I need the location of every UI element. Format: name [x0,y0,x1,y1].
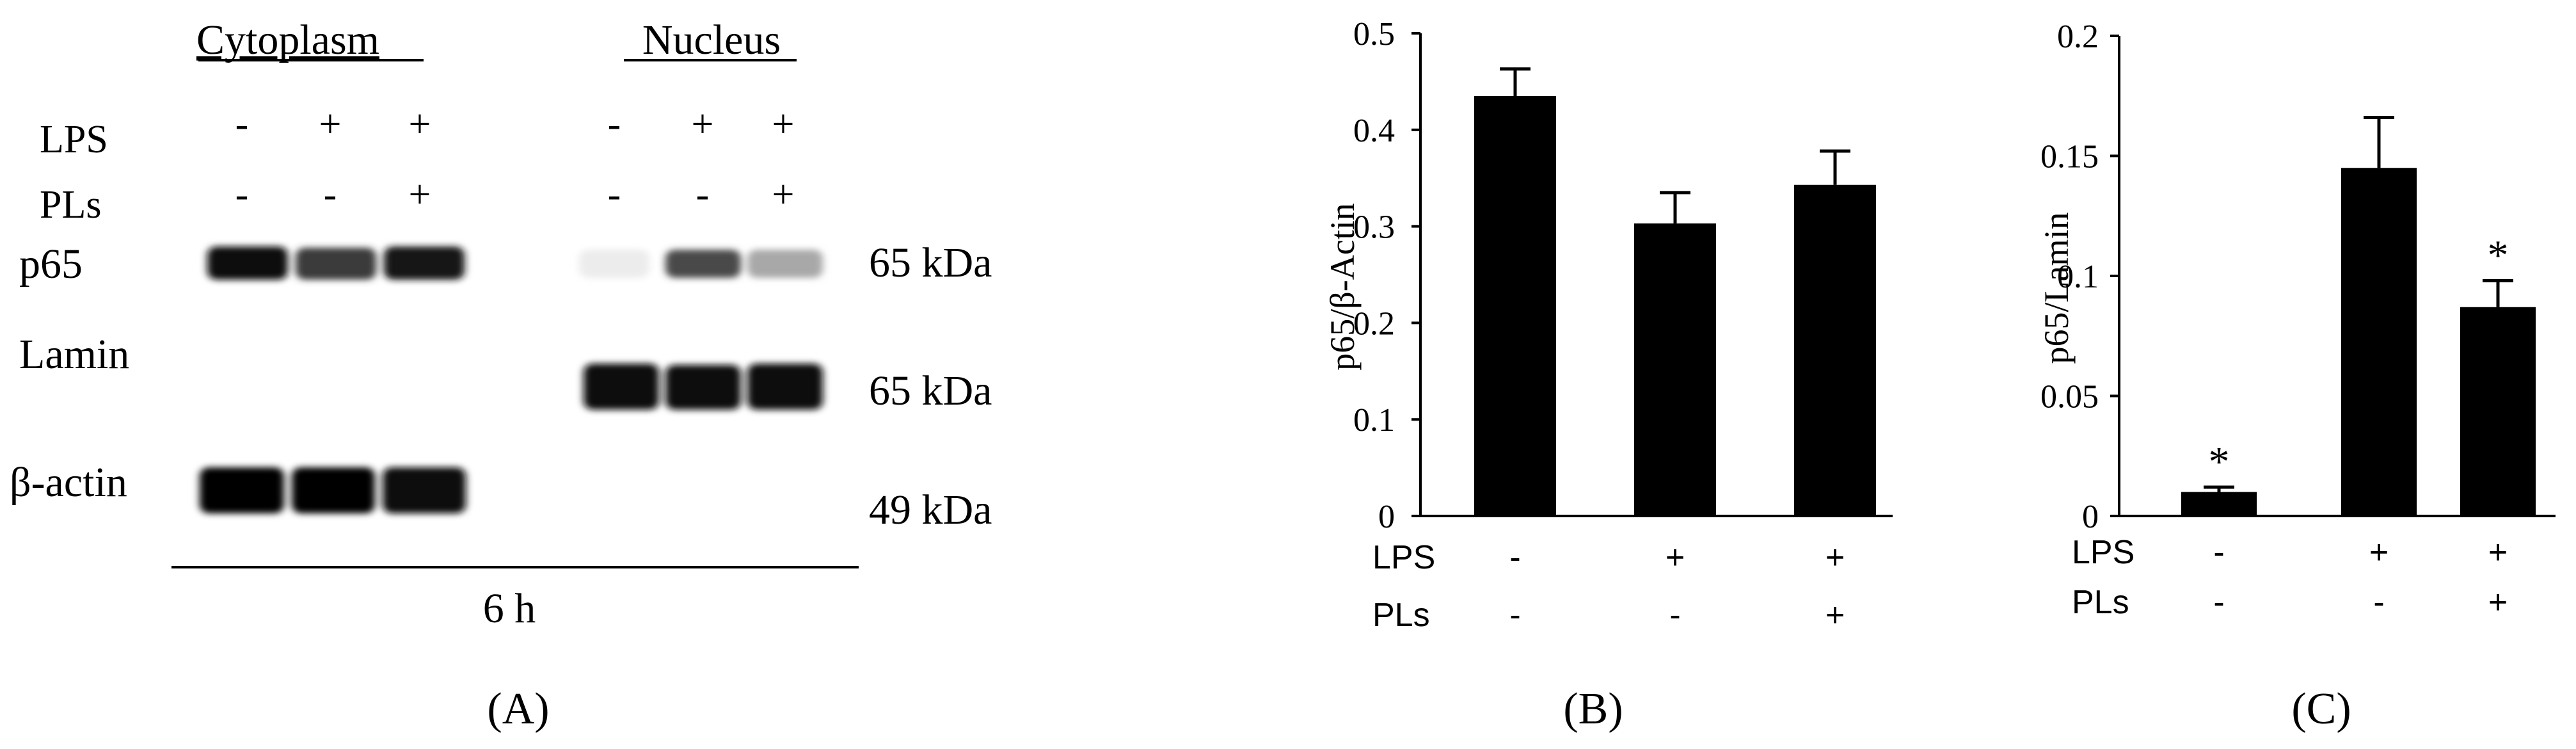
bar-c-2 [2341,168,2417,516]
y-tick-label-b: 0.1 [1353,402,1395,439]
significance-star-c: * [2209,439,2230,485]
pls-sign-nuc-3: + [772,173,795,216]
bar-b-3 [1794,184,1876,517]
header-nucleus: Nucleus [642,17,781,63]
y-tick-label-b: 0.2 [1353,305,1395,342]
y-tick-label-c: 0.15 [2040,139,2099,175]
panel-a-western-blot: Cytoplasm Nucleus LPS PLs p65 Lamin β-ac… [10,17,992,734]
kda-label-p65: 65 kDa [869,239,992,286]
treatment-sign-c: + [2488,534,2508,571]
bar-c-1 [2181,492,2257,516]
treatment-sign-b: - [1509,539,1520,576]
kda-label-lamin: 65 kDa [869,367,992,414]
significance-star-c: * [2488,232,2509,279]
lps-sign-cyto-3: + [409,102,431,146]
band-p65-cyto-1 [207,246,288,280]
band-p65-nuc-1 [579,250,649,278]
band-actin-cyto-3 [383,467,466,513]
treatment-sign-c: - [2373,584,2384,621]
band-p65-cyto-3 [384,246,465,280]
panel-label-a: (A) [487,684,549,734]
row-label-lps-b: LPS [1372,539,1435,576]
y-tick-label-c: 0 [2082,499,2099,535]
treatment-sign-b: + [1825,597,1845,634]
row-label-p65: p65 [19,241,83,287]
y-tick-label-b: 0.5 [1353,16,1395,52]
y-tick-label-c: 0.2 [2057,19,2099,55]
row-label-pls: PLs [40,183,101,227]
row-label-lps: LPS [40,118,108,161]
treatment-sign-b: - [1509,597,1520,634]
treatment-sign-b: + [1825,539,1845,576]
y-tick-label-c: 0.1 [2057,259,2099,295]
band-lamin-nuc-3 [747,364,823,410]
y-tick-label-b: 0 [1378,499,1395,535]
header-cytoplasm: Cytoplasm [196,17,379,63]
row-label-lamin: Lamin [19,331,129,378]
lps-sign-nuc-2: + [692,102,714,146]
row-label-beta-actin: β-actin [10,459,127,506]
y-tick-label-b: 0.3 [1353,209,1395,246]
treatment-sign-c: - [2213,584,2224,621]
row-label-lps-c: LPS [2072,534,2135,571]
bar-b-2 [1634,223,1716,516]
bar-c-3 [2460,307,2536,516]
y-axis-title-c-text: p65/Lamin [2037,213,2076,364]
panel-c-bar-chart: p65/Lamin (C) 0 0.05 0.1 0.15 0.2 * * LPS - + + PLs… [2037,19,2556,734]
treatment-sign-b: + [1666,539,1685,576]
pls-sign-cyto-2: - [324,173,337,216]
treatment-sign-c: - [2213,534,2224,571]
lps-sign-cyto-1: - [235,102,249,146]
band-p65-cyto-2 [296,248,376,280]
panel-b-bar-chart: p65/β-Actin (B) 0 0.1 0.2 0.3 0.4 0.5 LPS - + + PL… [1323,16,1893,734]
row-label-pls-b: PLs [1372,597,1430,634]
y-tick-label-c: 0.05 [2040,379,2099,415]
band-actin-cyto-2 [292,467,375,513]
panel-label-b: (B) [1563,684,1623,734]
treatment-sign-c: + [2488,584,2508,621]
pls-sign-nuc-1: - [608,173,621,216]
treatment-sign-b: - [1669,597,1680,634]
band-actin-cyto-1 [200,467,284,513]
band-p65-nuc-2 [665,250,741,278]
pls-sign-cyto-3: + [409,173,431,216]
bar-b-1 [1474,96,1556,516]
treatment-sign-c: + [2369,534,2389,571]
panel-label-c: (C) [2291,684,2351,734]
band-lamin-nuc-1 [584,364,659,410]
lps-sign-nuc-1: - [608,102,621,146]
pls-sign-cyto-1: - [235,173,249,216]
pls-sign-nuc-2: - [696,173,710,216]
blot-bands [200,246,823,513]
y-tick-label-b: 0.4 [1353,113,1395,149]
kda-label-actin: 49 kDa [869,487,992,533]
y-axis-title-b-text: p65/β-Actin [1323,203,1362,370]
band-lamin-nuc-2 [665,365,741,410]
lps-sign-cyto-2: + [319,102,342,146]
lps-sign-nuc-3: + [772,102,795,146]
row-label-pls-c: PLs [2072,584,2129,621]
band-p65-nuc-3 [747,250,823,278]
y-axis-title-b: p65/β-Actin [1323,203,1362,370]
y-axis-title-c: p65/Lamin [2037,213,2076,364]
time-label: 6 h [483,585,536,632]
